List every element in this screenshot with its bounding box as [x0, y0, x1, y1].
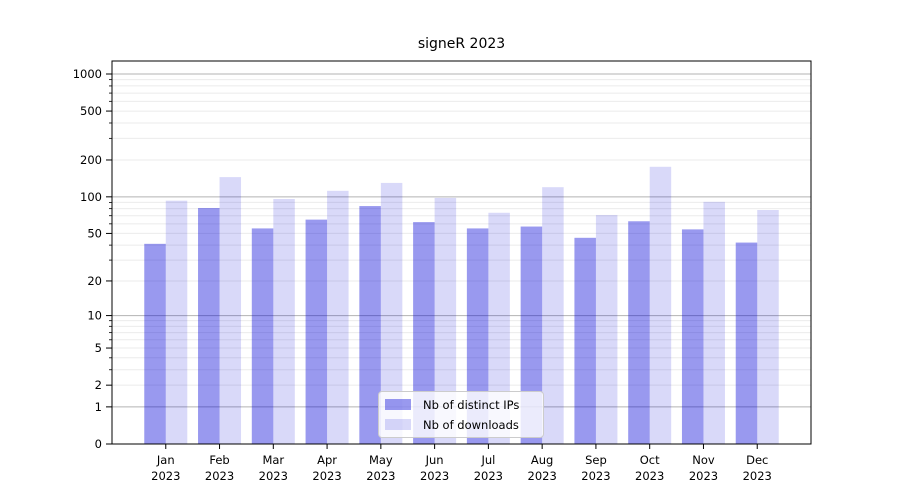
x-year-label: 2023	[151, 469, 180, 483]
bar-distinct-ips	[466, 228, 489, 444]
y-tick-label: 50	[87, 226, 102, 240]
bar-downloads	[380, 182, 403, 445]
x-month-label: Jul	[480, 453, 495, 467]
legend-item-downloads: Nb of downloads	[385, 417, 537, 433]
x-year-label: 2023	[689, 469, 718, 483]
bar-distinct-ips	[198, 207, 220, 444]
x-month-label: Dec	[746, 453, 768, 467]
bar-distinct-ips	[413, 222, 435, 444]
bar-downloads	[219, 177, 242, 444]
x-month-label: Jan	[156, 453, 175, 467]
bar-distinct-ips	[359, 206, 381, 444]
y-tick-label: 20	[87, 274, 102, 288]
x-year-label: 2023	[474, 469, 503, 483]
bar-downloads	[273, 198, 295, 444]
bar-distinct-ips	[628, 221, 650, 444]
x-month-label: Aug	[531, 453, 553, 467]
legend-swatch-distinct-ips	[385, 399, 411, 410]
y-tick-label: 500	[80, 104, 102, 118]
bar-downloads	[703, 201, 725, 444]
x-year-label: 2023	[205, 469, 234, 483]
bar-downloads	[488, 212, 510, 444]
x-month-label: Mar	[262, 453, 284, 467]
legend-swatch-downloads	[385, 419, 411, 430]
y-tick-label: 5	[95, 341, 102, 355]
bar-distinct-ips	[520, 226, 543, 444]
y-tick-label: 100	[80, 190, 102, 204]
axis-frame	[111, 60, 812, 445]
y-tick-label: 1	[95, 400, 102, 414]
legend-item-distinct-ips: Nb of distinct IPs	[385, 397, 537, 413]
x-year-label: 2023	[581, 469, 610, 483]
x-year-label: 2023	[259, 469, 288, 483]
x-year-label: 2023	[312, 469, 341, 483]
x-month-label: Feb	[209, 453, 229, 467]
bar-downloads	[595, 214, 618, 444]
x-year-label: 2023	[528, 469, 557, 483]
bar-distinct-ips	[735, 242, 758, 444]
x-month-label: Oct	[640, 453, 660, 467]
bar-downloads	[165, 200, 188, 444]
bar-distinct-ips	[144, 243, 166, 444]
legend-label-distinct-ips: Nb of distinct IPs	[423, 397, 520, 412]
y-tick-label: 2	[95, 378, 102, 392]
legend: Nb of distinct IPs Nb of downloads	[378, 391, 544, 438]
x-year-label: 2023	[366, 469, 395, 483]
bar-distinct-ips	[574, 237, 596, 444]
bar-downloads	[434, 197, 457, 444]
y-tick-label: 1000	[73, 67, 102, 81]
bar-downloads	[542, 187, 564, 444]
bar-downloads	[649, 166, 672, 444]
x-month-label: Jun	[425, 453, 444, 467]
x-month-label: Apr	[317, 453, 337, 467]
x-month-label: Sep	[585, 453, 607, 467]
bar-downloads	[327, 190, 349, 444]
bar-downloads	[757, 209, 779, 444]
y-tick-label: 200	[80, 153, 102, 167]
x-year-label: 2023	[635, 469, 664, 483]
chart-title: signeR 2023	[417, 36, 506, 52]
y-tick-label: 10	[87, 309, 102, 323]
bar-distinct-ips	[251, 228, 274, 444]
legend-label-downloads: Nb of downloads	[423, 417, 519, 432]
x-month-label: Nov	[692, 453, 715, 467]
y-tick-label: 0	[95, 437, 102, 451]
x-year-label: 2023	[743, 469, 772, 483]
x-year-label: 2023	[420, 469, 449, 483]
x-month-label: May	[369, 453, 393, 467]
bar-distinct-ips	[681, 229, 704, 444]
bar-distinct-ips	[305, 219, 328, 444]
